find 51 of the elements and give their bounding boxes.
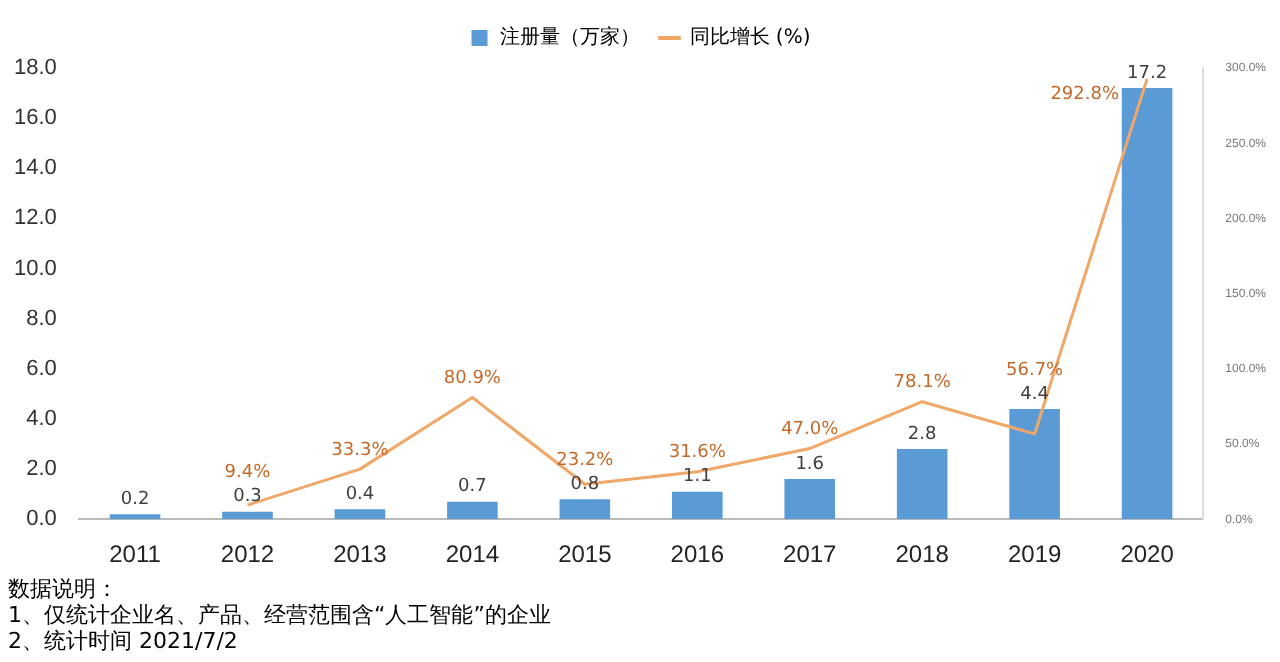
y-tick-label: 0.0: [26, 507, 57, 532]
data-label: 31.6%: [668, 443, 727, 464]
data-label: 0.3: [233, 487, 262, 508]
y-tick-label: 6.0: [26, 356, 57, 381]
text: 2、统计时间 2021/7/2: [8, 628, 240, 654]
x-tick-label: 2016: [670, 540, 725, 569]
data-label: 0.2: [120, 489, 150, 510]
data-label: 1.1: [682, 467, 712, 488]
bar: [222, 511, 273, 520]
text: 数据说明：: [8, 576, 120, 602]
bar: [334, 509, 386, 520]
text: 1、仅统计企业名、产品、经营范围含“人工智能”的企业: [8, 602, 553, 628]
legend-label: 同比增长 (%): [689, 25, 811, 50]
x-tick-label: 2015: [558, 540, 613, 569]
bar: [109, 514, 161, 520]
bar: [784, 479, 836, 520]
y-tick-label: 14.0: [13, 156, 57, 181]
y-tick-label: 18.0: [13, 56, 57, 81]
y-tick-label: 8.0: [26, 306, 57, 331]
data-label: 33.3%: [331, 440, 390, 461]
bar: [1121, 88, 1173, 520]
bar: [1009, 408, 1060, 520]
bar: [447, 501, 498, 520]
legend-label: 注册量（万家）: [499, 25, 640, 50]
data-label: 2.8: [907, 424, 938, 445]
data-label: 0.7: [458, 477, 487, 498]
x-tick-label: 2011: [109, 540, 162, 569]
x-tick-label: 2018: [895, 540, 950, 569]
data-label: 1.6: [795, 454, 825, 475]
y-tick-label: 2.0: [26, 457, 57, 482]
bar: [896, 449, 948, 520]
y-tick-label: 12.0: [13, 206, 57, 231]
data-label: 9.4%: [224, 463, 272, 484]
y-tick-label: 4.0: [26, 407, 57, 431]
data-label: 23.2%: [556, 450, 615, 471]
y-tick-label: 10.0: [13, 256, 57, 281]
data-label: 292.8%: [1050, 84, 1120, 105]
data-label: 80.9%: [443, 369, 502, 390]
data-label: 47.0%: [781, 420, 840, 441]
bar: [671, 491, 723, 520]
x-tick-label: 2012: [220, 540, 275, 569]
data-label: 17.2: [1127, 63, 1168, 84]
x-tick-label: 2019: [1007, 540, 1062, 569]
data-label: 78.1%: [893, 373, 952, 394]
x-tick-label: 2013: [333, 540, 388, 569]
x-tick-label: 2020: [1120, 540, 1175, 569]
x-tick-label: 2014: [445, 540, 500, 569]
y-tick-label: 16.0: [13, 106, 57, 131]
x-tick-label: 2017: [783, 540, 838, 569]
data-label: 0.4: [345, 484, 375, 505]
bar: [559, 499, 611, 520]
